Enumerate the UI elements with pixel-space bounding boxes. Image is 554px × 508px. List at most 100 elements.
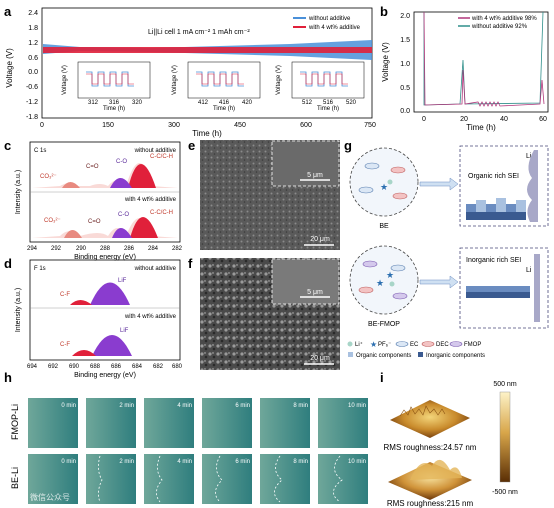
dec-molecule [390, 166, 406, 174]
colorbar [499, 391, 511, 483]
panel-a-ylabel: Voltage (V) [5, 48, 14, 88]
ec-molecule [395, 341, 409, 347]
dec-molecule [421, 341, 435, 347]
pf6-star-icon: ★ [376, 278, 384, 288]
panel-b-ylabel: Voltage (V) [381, 42, 390, 82]
pf6-star-icon: ★ [380, 182, 388, 192]
dendrite-trace [98, 455, 103, 503]
legend-entry: with 4 wt% additive [308, 25, 361, 31]
frame-tile [260, 398, 310, 448]
inorganic-sei-blocks [466, 286, 530, 298]
frame-tile [318, 398, 368, 448]
xtick: 694 [27, 364, 38, 370]
panel-d-element: F 1s [34, 266, 46, 272]
ytick: 2.4 [28, 10, 38, 17]
panel-f: f 5 μm 20 μm [188, 256, 340, 370]
legend-entry: with 4 wt% additive 98% [471, 16, 537, 22]
peak-label: C-F [60, 292, 70, 298]
xtick: 300 [168, 122, 180, 129]
panel-d-bottom-note: with 4 wt% additive [124, 314, 177, 320]
inset-scale-text: 5 μm [307, 172, 323, 179]
time-label: 8 min [293, 403, 308, 409]
li-bottom-label: Li [526, 267, 532, 274]
panel-d-ylabel: Intensity (a.u.) [15, 288, 22, 332]
legend-entry: Li⁺ [355, 341, 363, 348]
xtick: 0 [422, 116, 426, 123]
ytick: 1.8 [28, 25, 38, 32]
panel-a-xlabel: Time (h) [192, 129, 222, 138]
organic-block-icon [348, 352, 353, 357]
xtick: 292 [51, 246, 62, 252]
panel-e-label: e [188, 138, 195, 153]
ytick: 0.6 [28, 55, 38, 62]
afm-surface-top [390, 400, 470, 438]
legend-entry: FMOP [464, 342, 481, 348]
panel-i: i RMS roughness:24.57 nm RMS roughness:2… [380, 370, 518, 508]
time-label: 6 min [235, 403, 250, 409]
ytick: 1.5 [400, 37, 410, 44]
panel-c-bottom-note: with 4 wt% additive [124, 197, 177, 203]
frame-tile [318, 454, 368, 504]
li-ion-icon [347, 341, 353, 347]
legend-entry: PF₆⁻ [378, 342, 391, 348]
be-fmop-label: BE-FMOP [368, 321, 400, 328]
panel-c-xlabel: Binding energy (eV) [74, 254, 136, 261]
peak-label: C-F [60, 342, 70, 348]
ytick: 1.0 [400, 61, 410, 68]
xtick: 684 [132, 364, 143, 370]
peak-label: LiF [118, 278, 127, 284]
be-label: BE [379, 223, 389, 230]
frame-tile [86, 454, 136, 504]
rms-top: RMS roughness:24.57 nm [384, 443, 477, 452]
panel-i-label: i [380, 370, 384, 385]
panel-a: a 2.4 1.8 1.2 0.6 0.0 -0.6 -1.2 -1.8 Vol… [4, 4, 376, 138]
ytick: -1.8 [26, 114, 38, 121]
colorbar-min: -500 nm [492, 489, 518, 496]
ytick: 0.0 [400, 108, 410, 115]
inorganic-sei-label: Inorganic rich SEI [466, 257, 521, 264]
row-label-fmop: FMOP-Li [10, 404, 20, 440]
peak-co [110, 178, 132, 188]
panel-b-axes [413, 11, 549, 113]
organic-sei-blocks [466, 198, 526, 220]
legend-entry: DEC [436, 342, 449, 348]
frame-tile [144, 454, 194, 504]
inset-tick: 412 [198, 100, 209, 106]
time-label: 6 min [235, 459, 250, 465]
frame-tile [260, 454, 310, 504]
afm-texture [399, 405, 446, 417]
xtick: 692 [48, 364, 59, 370]
time-label: 4 min [177, 459, 192, 465]
organic-sei-label: Organic rich SEI [468, 173, 519, 180]
ec-molecule [358, 186, 374, 194]
panel-d-label: d [4, 256, 12, 271]
li-metal [534, 254, 540, 322]
inset-scale-text: 5 μm [307, 289, 323, 296]
panel-a-yticks: 2.4 1.8 1.2 0.6 0.0 -0.6 -1.2 -1.8 [26, 10, 38, 121]
panel-d-xticks: 694 692 690 688 686 684 682 680 [27, 364, 183, 370]
panel-g-label: g [344, 138, 352, 153]
peak-label: C=O [88, 219, 101, 225]
inset-tick: 320 [132, 100, 143, 106]
panel-a-inset-3: 512 516 520 Time (h) Voltage (V) [276, 61, 365, 112]
ytick: -1.2 [26, 99, 38, 106]
inorganic-block-icon [418, 352, 423, 357]
arrow-icon [419, 177, 459, 191]
panel-b-label: b [380, 4, 388, 19]
xtick: 688 [90, 364, 101, 370]
arrow-icon [419, 275, 459, 289]
ytick: 0.5 [400, 85, 410, 92]
peak-lif [90, 282, 130, 305]
scale-text: 20 μm [310, 355, 330, 362]
panel-c: c C 1s without additive with 4 wt% addit… [4, 138, 183, 261]
xtick: 680 [172, 364, 183, 370]
row-be: 0 min 2 min 4 min 6 min 8 min 10 min [28, 454, 368, 504]
legend-entry: Organic components [356, 353, 411, 359]
inset-xlabel: Time (h) [317, 106, 339, 112]
panel-g: g ★ BE ★ ★ BE-FMOP Organic rich SEI Li [344, 138, 549, 359]
peak-cf [70, 300, 92, 305]
panel-a-label: a [4, 4, 12, 19]
frame-tile [86, 398, 136, 448]
xtick: 288 [100, 246, 111, 252]
